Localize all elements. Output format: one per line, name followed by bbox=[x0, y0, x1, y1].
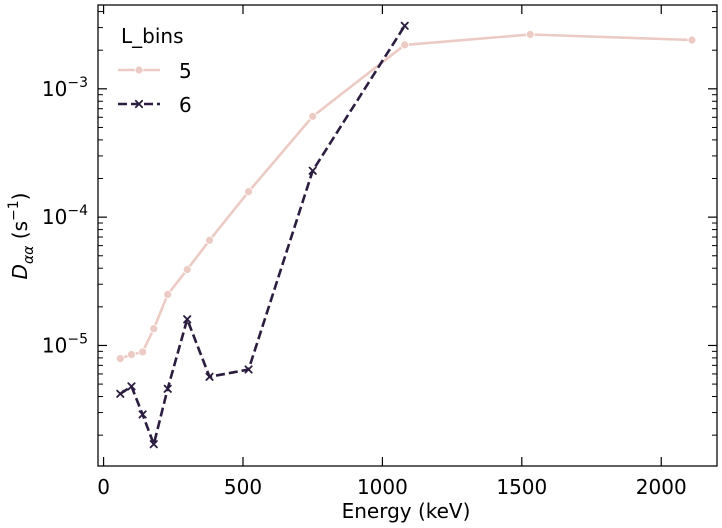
data-point-5 bbox=[163, 290, 173, 299]
legend-label-6: 6 bbox=[179, 93, 192, 117]
legend-marker-6 bbox=[134, 99, 144, 109]
data-point-5 bbox=[115, 354, 125, 364]
data-point-6 bbox=[149, 440, 158, 449]
data-point-6 bbox=[116, 389, 125, 398]
data-point-6 bbox=[183, 315, 192, 324]
x-tick-label: 1500 bbox=[496, 475, 547, 499]
legend-label-5: 5 bbox=[179, 59, 192, 83]
x-tick-label: 500 bbox=[224, 475, 262, 499]
x-tick-label: 2000 bbox=[636, 475, 687, 499]
legend-title: L_bins bbox=[121, 24, 184, 48]
data-point-5 bbox=[149, 324, 159, 334]
series-line-6 bbox=[119, 25, 406, 446]
y-tick-label: 10−4 bbox=[42, 203, 88, 229]
data-point-6 bbox=[244, 365, 253, 374]
data-point-5 bbox=[205, 235, 214, 245]
x-axis-title: Energy (keV) bbox=[342, 499, 471, 523]
y-tick-label: 10−5 bbox=[42, 331, 88, 357]
series-layer bbox=[115, 21, 697, 449]
plot-frame bbox=[97, 4, 718, 467]
legend-marker-5 bbox=[134, 65, 144, 75]
data-point-6 bbox=[127, 382, 136, 391]
series-6 bbox=[116, 21, 409, 449]
x-tick-label: 1000 bbox=[357, 475, 408, 499]
y-tick-label: 10−3 bbox=[42, 75, 88, 101]
data-point-6 bbox=[138, 410, 147, 419]
data-point-5 bbox=[687, 35, 697, 45]
x-tick-label: 0 bbox=[97, 475, 110, 499]
y-axis-title: Dαα (s−1) bbox=[6, 193, 37, 280]
data-point-6 bbox=[308, 166, 317, 175]
series-line-5 bbox=[119, 33, 692, 360]
legend: L_bins 5 6 bbox=[118, 24, 192, 117]
data-point-6 bbox=[205, 372, 214, 381]
axes-layer: 0 500 1000 1500 2000 10−5 10−4 10−3 bbox=[42, 4, 718, 499]
data-point-5 bbox=[138, 347, 148, 357]
data-point-6 bbox=[400, 21, 409, 30]
data-point-6 bbox=[163, 384, 172, 393]
data-point-5 bbox=[308, 111, 318, 121]
data-point-5 bbox=[127, 350, 136, 359]
data-point-5 bbox=[244, 187, 253, 197]
data-point-5 bbox=[400, 40, 410, 50]
series-5 bbox=[115, 30, 697, 364]
data-point-5 bbox=[525, 30, 535, 39]
data-point-5 bbox=[182, 265, 192, 275]
